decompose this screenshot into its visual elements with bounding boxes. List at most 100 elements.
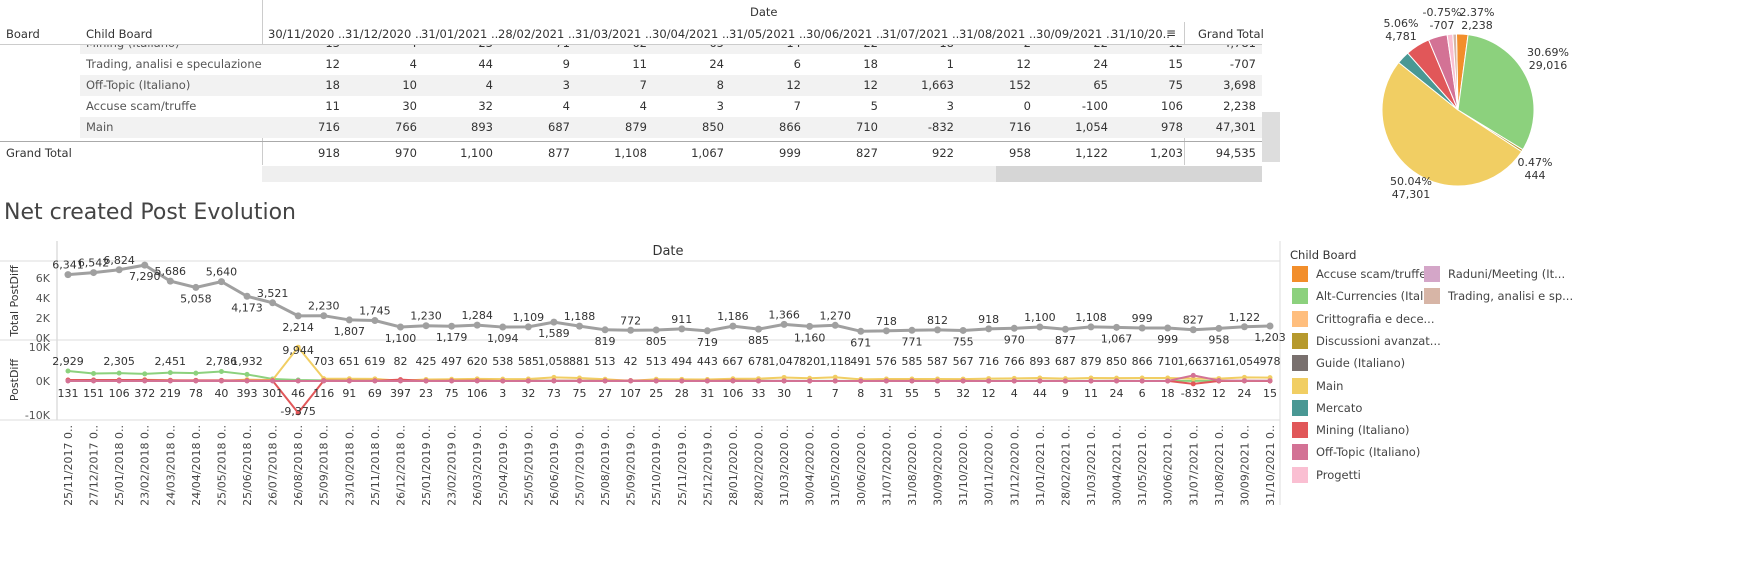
legend-item[interactable]: Crittografia e dece...: [1292, 310, 1435, 327]
data-point[interactable]: [1114, 378, 1120, 384]
data-point[interactable]: [244, 378, 250, 384]
data-point[interactable]: [524, 323, 532, 331]
data-point[interactable]: [1241, 378, 1247, 384]
data-point[interactable]: [550, 318, 558, 326]
data-point[interactable]: [1036, 323, 1044, 331]
legend-item[interactable]: Off-Topic (Italiano): [1292, 444, 1420, 461]
data-point[interactable]: [345, 316, 353, 324]
data-point[interactable]: [1139, 378, 1145, 384]
data-point[interactable]: [652, 326, 660, 334]
legend-item[interactable]: Discussioni avanzat...: [1292, 332, 1441, 349]
date-column-header[interactable]: 30/11/2020 ..: [268, 27, 346, 41]
data-point[interactable]: [909, 378, 915, 384]
data-point[interactable]: [935, 378, 941, 384]
data-point[interactable]: [551, 378, 557, 384]
data-point[interactable]: [678, 325, 686, 333]
data-point[interactable]: [986, 378, 992, 384]
data-point[interactable]: [628, 378, 634, 384]
data-point[interactable]: [167, 370, 173, 376]
data-point[interactable]: [934, 326, 942, 334]
data-point[interactable]: [141, 261, 149, 269]
data-point[interactable]: [1061, 325, 1069, 333]
data-point[interactable]: [269, 299, 277, 307]
pie-slice[interactable]: [1381, 61, 1523, 187]
data-point[interactable]: [1190, 381, 1196, 387]
data-point[interactable]: [756, 378, 762, 384]
legend-item[interactable]: Trading, analisi e sp...: [1424, 288, 1573, 305]
pie-slice[interactable]: [1457, 34, 1535, 151]
legend-item[interactable]: Progetti: [1292, 466, 1361, 483]
row-header-board[interactable]: Board: [6, 27, 40, 41]
data-point[interactable]: [1267, 378, 1273, 384]
data-point[interactable]: [576, 378, 582, 384]
grand-total-header[interactable]: Grand Total: [1198, 27, 1264, 41]
data-point[interactable]: [372, 378, 378, 384]
data-point[interactable]: [294, 312, 302, 320]
data-point[interactable]: [1266, 322, 1274, 330]
data-point[interactable]: [1216, 377, 1222, 383]
data-point[interactable]: [116, 378, 122, 384]
data-point[interactable]: [1088, 378, 1094, 384]
data-point[interactable]: [217, 278, 225, 286]
data-point[interactable]: [1010, 324, 1018, 332]
data-point[interactable]: [193, 378, 199, 384]
data-point[interactable]: [729, 322, 737, 330]
legend-item[interactable]: Main: [1292, 377, 1343, 394]
data-point[interactable]: [602, 378, 608, 384]
row-header-child-board[interactable]: Child Board: [86, 27, 153, 41]
data-point[interactable]: [1240, 323, 1248, 331]
data-point[interactable]: [882, 327, 890, 335]
data-point[interactable]: [703, 327, 711, 335]
data-point[interactable]: [166, 277, 174, 285]
pie-slice[interactable]: [1452, 33, 1459, 111]
date-column-header[interactable]: 31/05/2021 ..: [729, 27, 807, 41]
date-column-header[interactable]: 31/08/2021 ..: [959, 27, 1037, 41]
legend-item[interactable]: Accuse scam/truffe: [1292, 266, 1426, 282]
date-column-header[interactable]: 30/09/2021 ..: [1036, 27, 1114, 41]
data-point[interactable]: [295, 410, 301, 416]
data-point[interactable]: [780, 320, 788, 328]
data-point[interactable]: [116, 370, 122, 376]
data-point[interactable]: [781, 378, 787, 384]
data-point[interactable]: [1138, 324, 1146, 332]
legend-item[interactable]: Mercato: [1292, 399, 1362, 416]
date-column-header[interactable]: 30/06/2021 ..: [806, 27, 884, 41]
data-point[interactable]: [371, 317, 379, 325]
data-point[interactable]: [781, 374, 787, 380]
data-point[interactable]: [1113, 323, 1121, 331]
date-column-header[interactable]: 31/07/2021 ..: [882, 27, 960, 41]
data-point[interactable]: [500, 378, 506, 384]
data-point[interactable]: [730, 378, 736, 384]
legend-item[interactable]: Mining (Italiano): [1292, 422, 1410, 439]
data-point[interactable]: [346, 378, 352, 384]
data-point[interactable]: [167, 378, 173, 384]
date-column-header[interactable]: 31/12/2020 ..: [345, 27, 423, 41]
data-point[interactable]: [91, 371, 97, 377]
data-point[interactable]: [244, 371, 250, 377]
data-point[interactable]: [858, 378, 864, 384]
data-point[interactable]: [832, 374, 838, 380]
data-point[interactable]: [704, 378, 710, 384]
data-point[interactable]: [423, 378, 429, 384]
data-point[interactable]: [883, 378, 889, 384]
date-column-header[interactable]: 28/02/2021 ..: [498, 27, 576, 41]
date-column-header[interactable]: 31/01/2021 ..: [421, 27, 499, 41]
data-point[interactable]: [499, 323, 507, 331]
data-point[interactable]: [1189, 326, 1197, 334]
data-point[interactable]: [295, 378, 301, 384]
data-point[interactable]: [1087, 323, 1095, 331]
data-point[interactable]: [831, 321, 839, 329]
data-point[interactable]: [65, 378, 71, 384]
data-point[interactable]: [857, 327, 865, 335]
data-point[interactable]: [807, 378, 813, 384]
data-point[interactable]: [65, 368, 71, 374]
data-point[interactable]: [525, 378, 531, 384]
data-point[interactable]: [295, 344, 301, 350]
data-point[interactable]: [1190, 372, 1196, 378]
vertical-scrollbar[interactable]: [1262, 112, 1280, 162]
date-column-header[interactable]: 31/10/20..: [1111, 27, 1170, 41]
data-point[interactable]: [218, 378, 224, 384]
data-point[interactable]: [627, 326, 635, 334]
data-point[interactable]: [1062, 378, 1068, 384]
data-point[interactable]: [243, 292, 251, 300]
